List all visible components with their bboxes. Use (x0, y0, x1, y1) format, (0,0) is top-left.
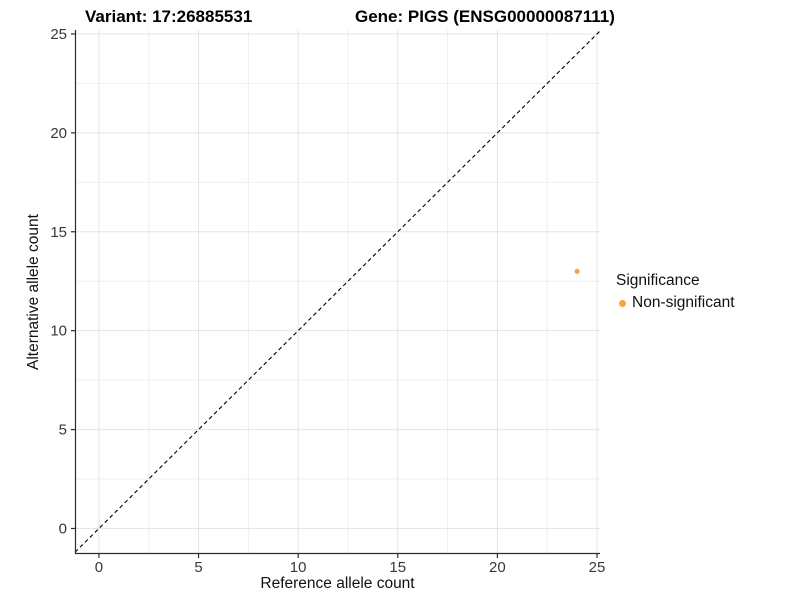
x-tick-label: 5 (194, 559, 202, 576)
y-tick-label: 0 (59, 520, 67, 537)
x-tick-label: 25 (589, 559, 606, 576)
x-tick-label: 10 (290, 559, 307, 576)
variant-title: Variant: 17:26885531 (85, 7, 253, 26)
y-tick-label: 20 (50, 125, 67, 142)
identity-line (74, 30, 601, 553)
gene-title: Gene: PIGS (ENSG00000087111) (355, 7, 615, 26)
legend-item-label: Non-significant (632, 294, 735, 311)
plot-titles: Variant: 17:26885531 Gene: PIGS (ENSG000… (0, 7, 800, 27)
legend-title: Significance (616, 272, 700, 289)
x-tick-label: 20 (489, 559, 506, 576)
x-tick-label: 0 (95, 559, 103, 576)
legend-point-icon (619, 299, 626, 307)
y-tick-label: 5 (59, 422, 67, 439)
legend-item: Non-significant (616, 294, 735, 312)
x-axis-title: Reference allele count (260, 575, 415, 592)
data-point (574, 268, 580, 274)
x-tick-label: 15 (389, 559, 406, 576)
y-tick-label: 10 (50, 323, 67, 340)
y-tick-label: 25 (50, 26, 67, 43)
scatter-plot-panel: 0 5 10 15 20 25 0 5 10 15 20 25 (50, 26, 605, 576)
legend: Significance Non-significant (616, 272, 735, 312)
y-tick-label: 15 (50, 224, 67, 241)
y-axis-title: Alternative allele count (25, 214, 42, 370)
